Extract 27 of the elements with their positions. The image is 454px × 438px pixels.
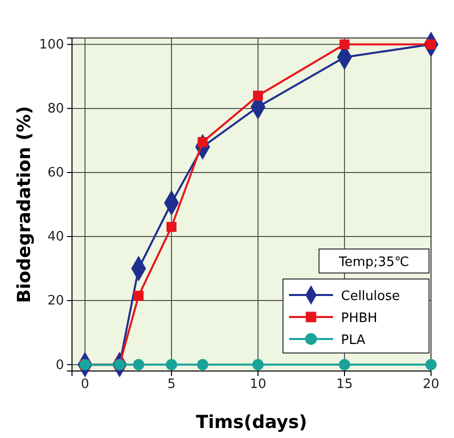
point	[132, 358, 144, 370]
x-axis-title: Tims(days)	[196, 412, 308, 433]
y-tick-label: 40	[47, 230, 64, 245]
legend-title: Temp;35℃	[338, 255, 410, 270]
point	[338, 358, 350, 370]
point	[252, 90, 263, 101]
legend-label: PLA	[341, 333, 366, 348]
x-tick-label: 15	[336, 377, 353, 392]
point	[166, 222, 176, 232]
legend-label: Cellulose	[341, 289, 400, 304]
y-tick-label: 60	[47, 166, 64, 181]
y-axis-title: Biodegradation (%)	[14, 106, 35, 303]
point	[252, 358, 264, 370]
y-tick-label: 0	[56, 358, 64, 373]
x-tick-label: 0	[80, 377, 90, 392]
point	[166, 358, 178, 370]
legend-label: PHBH	[341, 311, 378, 326]
x-tick-label: 10	[250, 377, 266, 392]
point	[196, 358, 208, 370]
point	[339, 39, 350, 50]
y-tick-label: 20	[47, 294, 64, 309]
y-tick-label: 80	[47, 102, 64, 117]
point	[134, 290, 144, 301]
x-tick-label: 5	[167, 377, 176, 392]
y-tick-label: 100	[39, 38, 64, 53]
point	[425, 358, 437, 370]
x-tick-label: 20	[422, 377, 440, 392]
